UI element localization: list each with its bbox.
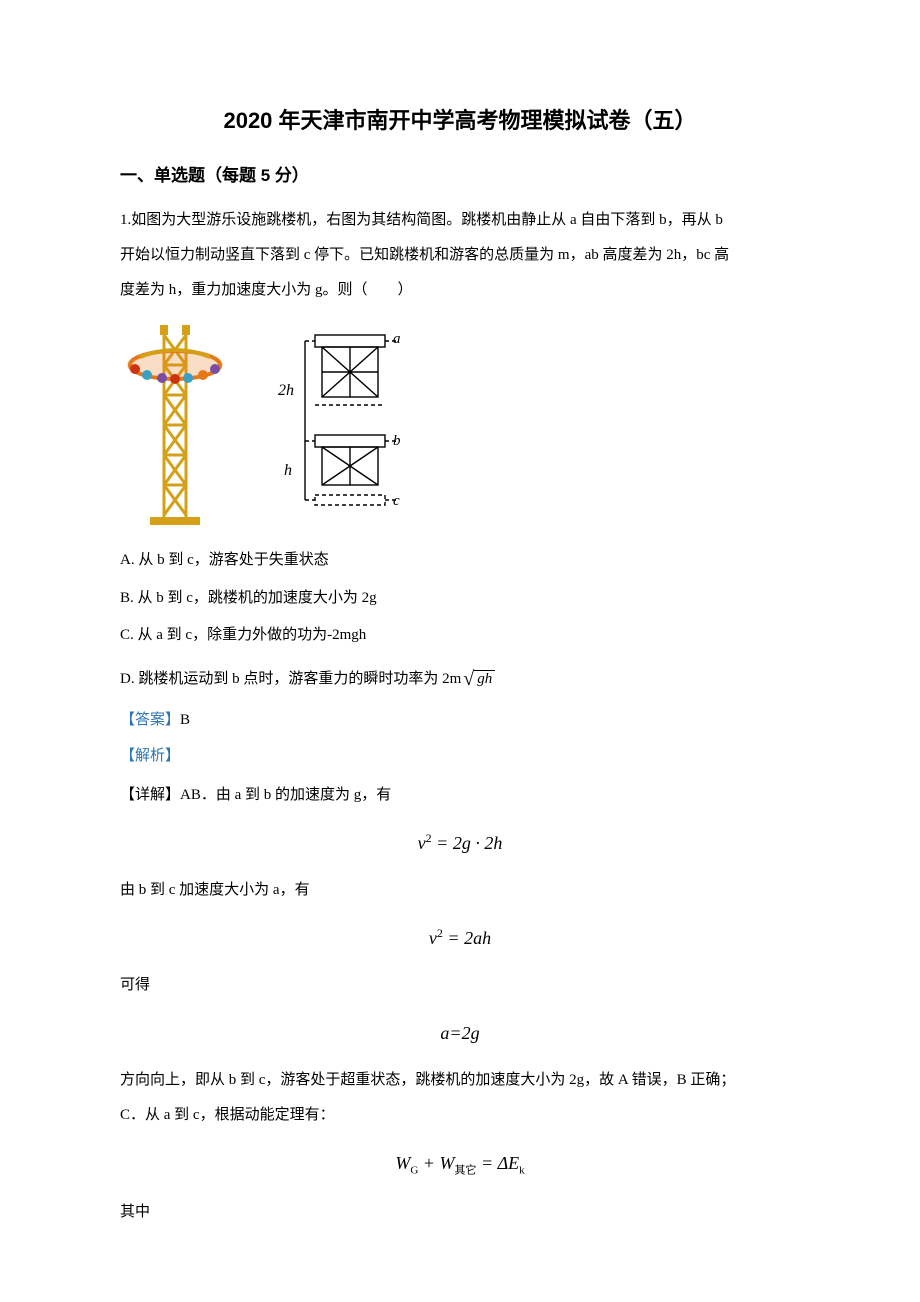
formula-1: v2 = 2g · 2h <box>120 826 800 860</box>
option-d-pre: D. 跳楼机运动到 b 点时，游客重力的瞬时功率为 2m <box>120 671 461 687</box>
option-b: B. 从 b 到 c，跳楼机的加速度大小为 2g <box>120 583 800 615</box>
section-header: 一、单选题（每题 5 分） <box>120 160 800 192</box>
f4-w1: W <box>395 1153 410 1173</box>
question-stem-2: 开始以恒力制动竖直下落到 c 停下。已知跳楼机和游客的总质量为 m，ab 高度差… <box>120 239 800 272</box>
label-a: a <box>393 331 401 347</box>
f4-eq: = ΔE <box>476 1153 519 1173</box>
option-d-sqrt: gh <box>474 670 495 687</box>
structure-diagram: a b c 2h h <box>260 325 420 525</box>
page-title: 2020 年天津市南开中学高考物理模拟试卷（五） <box>120 100 800 142</box>
detail-4: 方向向上，即从 b 到 c，游客处于超重状态，跳楼机的加速度大小为 2g，故 A… <box>120 1064 800 1097</box>
tower-photo <box>120 325 230 525</box>
label-b: b <box>393 433 401 449</box>
label-c: c <box>393 493 400 509</box>
figure-row: a b c 2h h <box>120 325 800 525</box>
question-stem-1: 1.如图为大型游乐设施跳楼机，右图为其结构简图。跳楼机由静止从 a 自由下落到 … <box>120 204 800 237</box>
explain-label: 【解析】 <box>120 742 800 771</box>
label-h: h <box>284 462 292 479</box>
f4-sub3: k <box>519 1165 525 1177</box>
answer-label: 【答案】 <box>120 712 180 728</box>
formula2-rhs: = 2ah <box>443 928 491 948</box>
detail-2: 由 b 到 c 加速度大小为 a，有 <box>120 874 800 907</box>
option-d: D. 跳楼机运动到 b 点时，游客重力的瞬时功率为 2m√gh <box>120 658 800 700</box>
detail-1: 【详解】AB．由 a 到 b 的加速度为 g，有 <box>120 779 800 812</box>
detail-3: 可得 <box>120 969 800 1002</box>
question-stem-3: 度差为 h，重力加速度大小为 g。则（ ） <box>120 274 800 307</box>
formula1-rhs: = 2g · 2h <box>432 833 503 853</box>
answer-value: B <box>180 712 190 728</box>
formula-4: WG + W其它 = ΔEk <box>120 1146 800 1181</box>
formula-3: a=2g <box>120 1016 800 1050</box>
f4-plus: + W <box>418 1153 454 1173</box>
formula1-lhs: v <box>418 833 426 853</box>
label-2h: 2h <box>278 382 294 399</box>
f4-sub2: 其它 <box>454 1165 476 1177</box>
option-c: C. 从 a 到 c，除重力外做的功为-2mgh <box>120 620 800 652</box>
option-a: A. 从 b 到 c，游客处于失重状态 <box>120 545 800 577</box>
detail-5: C．从 a 到 c，根据动能定理有： <box>120 1099 800 1132</box>
formula-2: v2 = 2ah <box>120 921 800 955</box>
detail-6: 其中 <box>120 1196 800 1229</box>
answer-line: 【答案】B <box>120 706 800 735</box>
formula2-lhs: v <box>429 928 437 948</box>
